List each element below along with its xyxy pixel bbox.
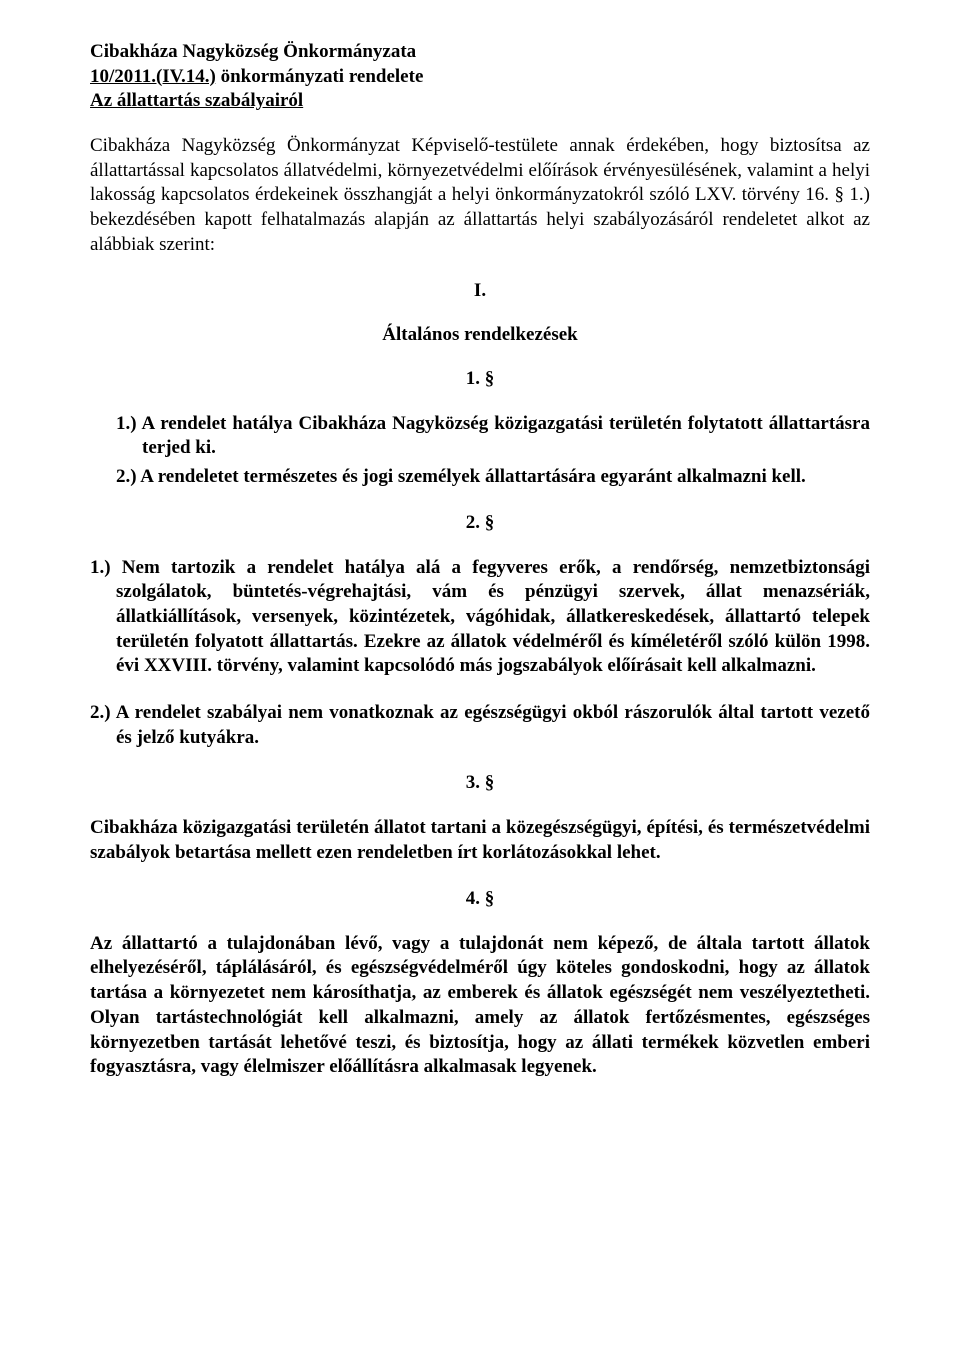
issuer-line: Cibakháza Nagyközség Önkormányzata (90, 40, 870, 65)
preamble-paragraph: Cibakháza Nagyközség Önkormányzat Képvis… (90, 134, 870, 257)
paragraph-4-num: 4. § (90, 888, 870, 910)
paragraph-2-list: 1.) Nem tartozik a rendelet hatálya alá … (90, 556, 870, 751)
document-page: Cibakháza Nagyközség Önkormányzata 10/20… (0, 0, 960, 1363)
list-item: 1.) A rendelet hatálya Cibakháza Nagyköz… (90, 412, 870, 461)
decree-number: 10/2011.(IV.14.) (90, 66, 216, 87)
decree-number-line: 10/2011.(IV.14.) önkormányzati rendelete (90, 65, 870, 90)
decree-title: Az állattartás szabályairól (90, 89, 870, 114)
list-item: 2.) A rendeletet természetes és jogi sze… (90, 465, 870, 490)
list-item: 2.) A rendelet szabályai nem vonatkoznak… (90, 701, 870, 750)
paragraph-4-text: Az állattartó a tulajdonában lévő, vagy … (90, 932, 870, 1080)
list-item: 1.) Nem tartozik a rendelet hatálya alá … (90, 556, 870, 679)
decree-number-suffix: önkormányzati rendelete (216, 66, 424, 87)
section-title-general: Általános rendelkezések (90, 324, 870, 346)
paragraph-3-num: 3. § (90, 772, 870, 794)
paragraph-2-num: 2. § (90, 512, 870, 534)
paragraph-1-list: 1.) A rendelet hatálya Cibakháza Nagyköz… (90, 412, 870, 490)
paragraph-1-num: 1. § (90, 368, 870, 390)
roman-section-I: I. (90, 280, 870, 302)
paragraph-3-text: Cibakháza közigazgatási területén állato… (90, 816, 870, 865)
